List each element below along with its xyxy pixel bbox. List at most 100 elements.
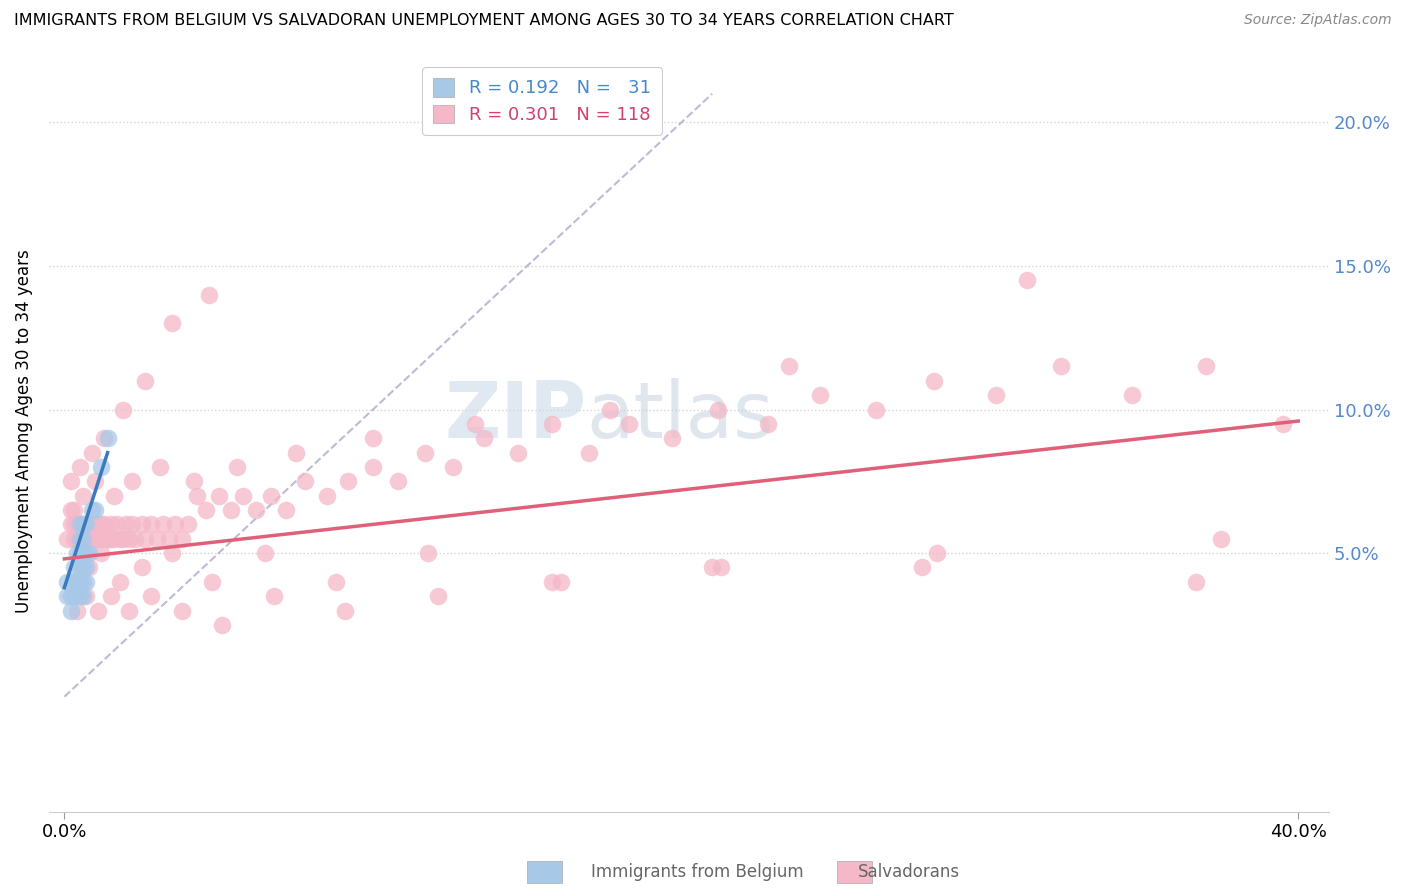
Point — [90, 532, 112, 546]
Point — [808, 388, 831, 402]
Point — [84, 475, 107, 489]
Point — [100, 589, 122, 603]
Point — [1121, 388, 1143, 402]
Point — [69, 517, 91, 532]
Point — [183, 475, 205, 489]
Point — [924, 374, 946, 388]
Point — [540, 574, 562, 589]
Point — [464, 417, 486, 431]
Point — [77, 532, 100, 546]
Point — [72, 517, 94, 532]
Point — [105, 517, 128, 532]
Point — [911, 560, 934, 574]
Point — [177, 517, 200, 532]
Point — [59, 503, 82, 517]
Point — [69, 560, 91, 574]
Point — [93, 532, 115, 546]
Point — [56, 532, 79, 546]
Point — [260, 489, 283, 503]
Point — [75, 532, 97, 546]
Point — [87, 517, 110, 532]
Point — [418, 546, 440, 560]
Point — [77, 546, 100, 560]
Text: ZIP: ZIP — [444, 378, 586, 454]
Point — [118, 603, 141, 617]
Point — [59, 475, 82, 489]
Point — [66, 603, 89, 617]
Point — [472, 431, 495, 445]
Point — [245, 503, 267, 517]
Point — [146, 532, 169, 546]
Point — [72, 517, 94, 532]
Point — [62, 589, 84, 603]
Point — [90, 460, 112, 475]
Point — [276, 503, 298, 517]
Point — [87, 532, 110, 546]
Point — [62, 532, 84, 546]
Point — [56, 574, 79, 589]
Point — [62, 574, 84, 589]
Point — [118, 532, 141, 546]
Text: Source: ZipAtlas.com: Source: ZipAtlas.com — [1244, 13, 1392, 28]
Point — [75, 574, 97, 589]
Point — [75, 560, 97, 574]
Point — [121, 517, 143, 532]
Point — [62, 503, 84, 517]
Point — [139, 589, 162, 603]
Point — [82, 445, 104, 459]
Point — [1185, 574, 1208, 589]
Point — [170, 532, 193, 546]
Point — [69, 574, 91, 589]
Point — [66, 517, 89, 532]
Y-axis label: Unemployment Among Ages 30 to 34 years: Unemployment Among Ages 30 to 34 years — [15, 249, 32, 613]
Point — [75, 546, 97, 560]
Point — [506, 445, 529, 459]
Point — [207, 489, 229, 503]
Point — [263, 589, 285, 603]
Point — [361, 431, 384, 445]
Point — [66, 574, 89, 589]
Point — [72, 574, 94, 589]
Point — [778, 359, 800, 374]
Point — [198, 287, 221, 301]
Point — [69, 589, 91, 603]
Point — [69, 517, 91, 532]
Point — [93, 431, 115, 445]
Point — [294, 475, 316, 489]
Point — [426, 589, 449, 603]
Point — [75, 589, 97, 603]
Point — [77, 517, 100, 532]
Point — [131, 517, 153, 532]
Point — [66, 589, 89, 603]
Point — [984, 388, 1007, 402]
Point — [115, 517, 138, 532]
Point — [134, 374, 156, 388]
Point — [100, 517, 122, 532]
Point — [84, 503, 107, 517]
Point — [72, 489, 94, 503]
Point — [56, 589, 79, 603]
Point — [72, 532, 94, 546]
Point — [82, 503, 104, 517]
Point — [219, 503, 242, 517]
Point — [84, 532, 107, 546]
Point — [72, 532, 94, 546]
Point — [59, 517, 82, 532]
Point — [82, 517, 104, 532]
Text: Immigrants from Belgium: Immigrants from Belgium — [591, 863, 803, 881]
Point — [337, 475, 360, 489]
Point — [93, 517, 115, 532]
Point — [90, 517, 112, 532]
Point — [69, 532, 91, 546]
Point — [578, 445, 600, 459]
Point — [1195, 359, 1218, 374]
Point — [413, 445, 436, 459]
Point — [72, 589, 94, 603]
Point — [59, 589, 82, 603]
Point — [108, 574, 131, 589]
Point — [195, 503, 218, 517]
Point — [162, 317, 184, 331]
Point — [77, 560, 100, 574]
Point — [62, 517, 84, 532]
Point — [66, 546, 89, 560]
